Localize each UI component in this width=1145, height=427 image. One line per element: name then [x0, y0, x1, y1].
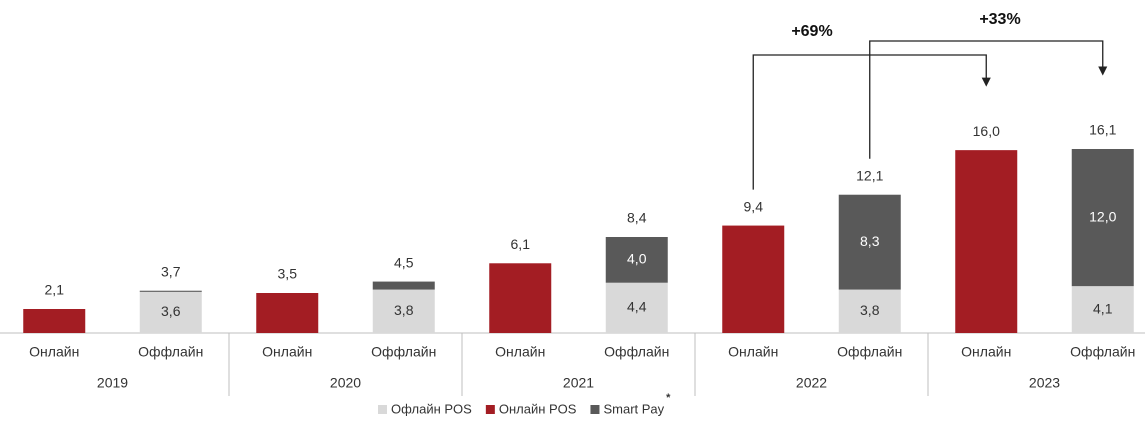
legend-swatch: [590, 405, 600, 414]
bar-segment: [23, 309, 86, 333]
bar-segment: [605, 282, 668, 333]
x-tick-label: Оффлайн: [371, 344, 436, 360]
group-label: 2021: [563, 375, 594, 391]
bar-segment: [955, 150, 1018, 333]
value-label: 16,0: [973, 123, 1000, 139]
x-tick-label: Оффлайн: [138, 344, 203, 360]
bar-segment: [1071, 149, 1134, 287]
annotation: +69%: [791, 23, 832, 40]
total-label: 8,4: [627, 210, 647, 226]
group-label: 2020: [330, 375, 361, 391]
growth-bracket: [869, 40, 1108, 159]
total-label: 4,5: [394, 254, 414, 270]
bar-segment: [838, 289, 901, 333]
bar-segment: [838, 194, 901, 290]
bar-segment: [139, 291, 202, 333]
footnote-marker: *: [666, 392, 671, 404]
group-label: 2019: [97, 375, 128, 391]
value-label: 6,1: [511, 236, 531, 252]
bar-segment: [1071, 286, 1134, 333]
value-label: 4,1: [1093, 300, 1113, 316]
x-tick-label: Оффлайн: [1070, 344, 1135, 360]
x-tick-label: Оффлайн: [837, 344, 902, 360]
bar-segment: [372, 289, 435, 333]
annotation: +33%: [979, 11, 1020, 28]
x-tick-label: Онлайн: [262, 344, 312, 360]
legend-label: Smart Pay: [603, 401, 664, 416]
bar-segment: [139, 290, 202, 292]
legend: Офлайн POS Онлайн POS Smart Pay*: [378, 392, 671, 416]
value-label: 8,3: [860, 233, 880, 249]
total-label: 3,7: [161, 263, 181, 279]
total-label: 16,1: [1089, 122, 1116, 138]
x-tick-label: Онлайн: [728, 344, 778, 360]
x-tick-label: Онлайн: [29, 344, 79, 360]
value-label: 9,4: [744, 198, 764, 214]
value-label: 3,8: [394, 302, 414, 318]
value-label: 2,1: [45, 282, 65, 298]
x-tick-label: Онлайн: [961, 344, 1011, 360]
x-tick-label: Онлайн: [495, 344, 545, 360]
value-label: 3,5: [278, 266, 298, 282]
value-label: 3,8: [860, 302, 880, 318]
bar-segment: [489, 263, 552, 333]
legend-label: Офлайн POS: [391, 401, 472, 416]
value-label: 12,0: [1089, 208, 1116, 224]
legend-label: Онлайн POS: [499, 401, 577, 416]
legend-swatch: [378, 405, 387, 414]
legend-swatch: [485, 405, 495, 414]
value-label: 4,0: [627, 251, 647, 267]
value-label: 4,4: [627, 299, 647, 315]
value-label: 3,6: [161, 303, 181, 319]
bar-segment: [372, 281, 435, 290]
bar-segment: [256, 293, 319, 333]
total-label: 12,1: [856, 167, 883, 183]
bar-segment: [722, 225, 785, 333]
group-label: 2023: [1029, 375, 1060, 391]
bar-segment: [605, 237, 668, 283]
group-label: 2022: [796, 375, 827, 391]
x-tick-label: Оффлайн: [604, 344, 669, 360]
